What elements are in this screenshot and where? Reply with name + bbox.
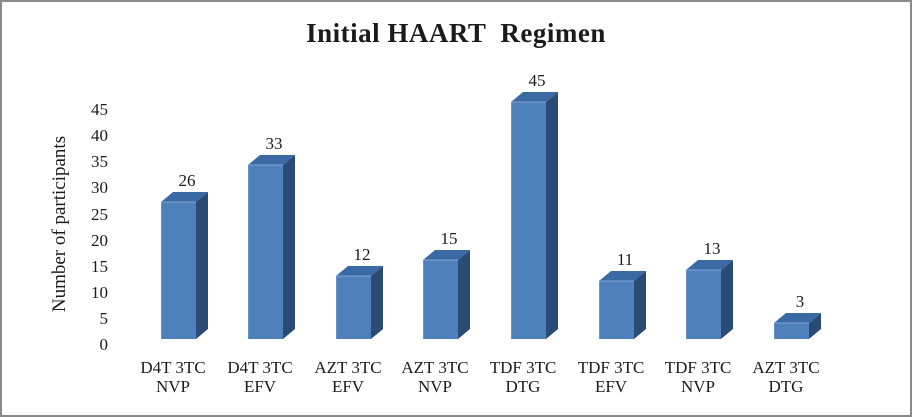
x-category-line1: TDF 3TC: [664, 358, 732, 377]
x-category-line1: AZT 3TC: [314, 358, 382, 377]
x-category-label: D4T 3TC NVP: [127, 358, 219, 396]
bar-value-label: 11: [616, 250, 634, 269]
x-category-label: TDF 3TC EFV: [565, 358, 657, 396]
y-tick-label: 0: [99, 335, 109, 354]
bar-front-face: [423, 260, 458, 339]
x-category-line2: DTG: [505, 377, 541, 396]
bar-3d: [599, 271, 646, 339]
bar-side-face: [371, 266, 383, 339]
bar-value-label: 3: [795, 292, 805, 311]
x-category-line1: AZT 3TC: [752, 358, 820, 377]
bar-front-face: [599, 281, 634, 339]
y-tick-label: 25: [91, 205, 108, 224]
bar-3d: [423, 250, 470, 339]
bar-value-label: 26: [178, 171, 196, 190]
y-tick-label: 20: [91, 231, 108, 250]
x-category-line2: EFV: [594, 377, 628, 396]
bar-edge-highlight: [336, 275, 371, 339]
x-category-label: AZT 3TC DTG: [740, 358, 832, 396]
bar-3d: [774, 313, 821, 339]
bar-side-face: [721, 260, 733, 339]
x-category-line2: NVP: [417, 377, 452, 396]
bar-front-face: [774, 323, 809, 339]
y-tick-label: 40: [91, 126, 108, 145]
x-category-label: TDF 3TC DTG: [477, 358, 569, 396]
bar-value-label: 15: [440, 229, 458, 248]
bar-side-face: [283, 155, 295, 339]
bar-front-face: [161, 202, 196, 339]
bar-value-label: 12: [353, 245, 371, 264]
bar-top-face: [161, 192, 208, 202]
x-category-label: D4T 3TC EFV: [214, 358, 306, 396]
bar-value-label: 45: [528, 71, 546, 90]
x-category-line2: NVP: [155, 377, 190, 396]
bar-side-face: [546, 92, 558, 339]
bar-edge-highlight: [686, 269, 721, 339]
chart-title: Initial HAART Regimen: [306, 18, 606, 48]
x-category-line2: DTG: [768, 377, 804, 396]
bar-edge-highlight: [511, 101, 546, 339]
y-tick-label: 30: [91, 178, 108, 197]
bar-top-face: [248, 155, 295, 165]
y-tick-label: 45: [91, 100, 108, 119]
bar-front-face: [248, 165, 283, 339]
bar-side-face: [634, 271, 646, 339]
bar-side-face: [809, 313, 821, 339]
bar-3d: [161, 192, 208, 339]
x-category-label: TDF 3TC NVP: [652, 358, 744, 396]
y-tick-label: 15: [91, 257, 108, 276]
bar-top-face: [686, 260, 733, 270]
bar-value-label: 33: [265, 134, 283, 153]
bar-edge-highlight: [599, 280, 634, 339]
bar-front-face: [336, 276, 371, 339]
bar-top-face: [599, 271, 646, 281]
bar-top-face: [511, 92, 558, 102]
bar-edge-highlight: [161, 201, 196, 339]
bar-3d: [511, 92, 558, 339]
y-tick-label: 35: [91, 152, 108, 171]
x-category-label: AZT 3TC EFV: [302, 358, 394, 396]
bar-front-face: [511, 102, 546, 339]
x-category-line1: TDF 3TC: [577, 358, 645, 377]
bar-top-face: [336, 266, 383, 276]
bar-3d: [686, 260, 733, 339]
x-category-line2: NVP: [680, 377, 715, 396]
x-category-line2: EFV: [331, 377, 365, 396]
x-category-line1: AZT 3TC: [401, 358, 469, 377]
x-category-line2: EFV: [243, 377, 277, 396]
bar-side-face: [196, 192, 208, 339]
y-tick-label: 10: [91, 283, 108, 302]
bar-3d: [336, 266, 383, 339]
bar-3d: [248, 155, 295, 339]
x-category-line1: D4T 3TC: [227, 358, 293, 377]
bar-edge-highlight: [774, 322, 809, 339]
bar-side-face: [458, 250, 470, 339]
x-category-line1: D4T 3TC: [140, 358, 206, 377]
x-category-label: AZT 3TC NVP: [389, 358, 481, 396]
bar-front-face: [686, 270, 721, 339]
bar-value-label: 13: [703, 239, 721, 258]
x-category-line1: TDF 3TC: [489, 358, 557, 377]
y-tick-label: 5: [99, 309, 109, 328]
bar-top-face: [423, 250, 470, 260]
bar-edge-highlight: [423, 259, 458, 339]
bar-top-face: [774, 313, 821, 323]
bar-edge-highlight: [248, 164, 283, 339]
